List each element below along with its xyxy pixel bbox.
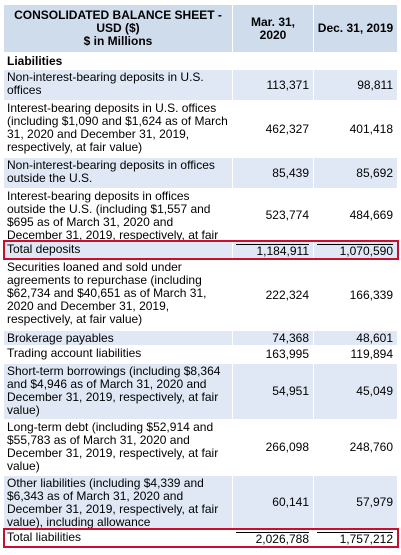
- row-label: Interest-bearing deposits in offices out…: [7, 189, 219, 242]
- column-header: Mar. 31, 2020: [233, 5, 313, 52]
- title-line: CONSOLIDATED BALANCE SHEET -: [14, 8, 222, 22]
- row-value: 74,368: [233, 331, 313, 345]
- row-value: 54,951: [233, 364, 313, 419]
- row-label: Total liabilities: [7, 530, 82, 544]
- row-value: 1,184,911: [233, 242, 313, 259]
- row-value: 48,601: [314, 331, 397, 345]
- row-value: 462,327: [265, 121, 309, 136]
- row-value: 98,811: [314, 70, 397, 100]
- row-value: 45,049: [314, 364, 397, 419]
- header-title: CONSOLIDATED BALANCE SHEET - USD ($) $ in …: [4, 5, 232, 52]
- row-label: Total deposits: [4, 242, 232, 259]
- title-line: USD ($): [96, 21, 140, 35]
- row-value: 266,098: [265, 440, 309, 454]
- row-label: Short-term borrowings (including $8,364 …: [4, 364, 232, 419]
- row-value: 523,774: [265, 207, 309, 222]
- row-value: 484,669: [349, 207, 393, 222]
- row-label: Interest-bearing deposits in U.S. office…: [7, 101, 228, 154]
- row-value: 401,418: [349, 121, 393, 136]
- row-value: 85,439: [233, 158, 313, 188]
- column-header: Dec. 31, 2019: [314, 5, 397, 52]
- row-label: Trading account liabilities: [7, 346, 142, 360]
- row-label: Other liabilities (including $4,339 and …: [4, 476, 232, 529]
- row-value: 85,692: [314, 158, 397, 188]
- spacer: [233, 54, 313, 70]
- row-label: Non-interest-bearing deposits in offices…: [4, 158, 232, 188]
- section-header: Liabilities: [7, 54, 63, 68]
- row-label: Long-term debt (including $52,914 and $5…: [7, 420, 219, 473]
- row-value: 57,979: [314, 476, 397, 529]
- row-value: 119,894: [350, 347, 394, 361]
- row-value: 1,757,212: [314, 530, 397, 547]
- title-line: $ in Millions: [83, 34, 153, 48]
- row-label: Non-interest-bearing deposits in U.S. of…: [4, 70, 232, 100]
- row-value: 113,371: [233, 70, 313, 100]
- row-value: 2,026,788: [233, 530, 313, 547]
- row-value: 163,995: [265, 347, 309, 361]
- row-label: Securities loaned and sold under agreeme…: [7, 260, 207, 326]
- row-label: Brokerage payables: [4, 331, 232, 345]
- row-value: 222,324: [265, 287, 309, 302]
- row-value: 166,339: [349, 287, 393, 302]
- row-value: 248,760: [349, 440, 393, 454]
- row-value: 60,141: [233, 476, 313, 529]
- spacer: [314, 54, 397, 70]
- row-value: 1,070,590: [314, 242, 397, 259]
